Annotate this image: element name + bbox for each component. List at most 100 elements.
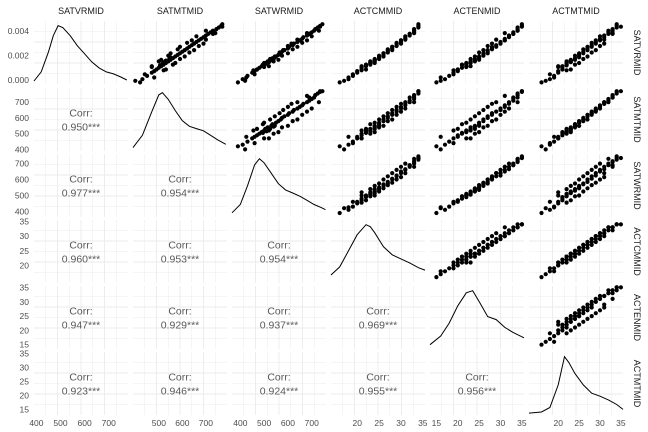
scatter-point xyxy=(468,260,473,265)
panel-actmtmid-actcmmid xyxy=(331,352,425,415)
scatter-point xyxy=(597,231,603,236)
scatter-point xyxy=(556,328,561,333)
scatter-point xyxy=(502,30,507,36)
scatter-point xyxy=(602,37,607,42)
scatter-point xyxy=(564,200,569,205)
scatter-point xyxy=(585,316,590,321)
scatter-point xyxy=(451,266,456,271)
scatter-point xyxy=(593,296,598,301)
y-tick-label: 0.000 xyxy=(8,75,30,85)
scatter-point xyxy=(243,147,248,152)
scatter-point xyxy=(581,119,586,124)
scatter-point xyxy=(597,308,603,313)
panel-satmtmid-satmtmid xyxy=(133,88,227,151)
scatter-point xyxy=(385,50,390,55)
scatter-point xyxy=(210,31,215,36)
scatter-point xyxy=(416,155,421,161)
scatter-point xyxy=(589,239,594,245)
scatter-point xyxy=(271,131,276,136)
scatter-point xyxy=(494,109,499,114)
scatter-point xyxy=(318,24,323,29)
scatter-satvrmid-vs-actmtmid xyxy=(539,22,624,85)
scatter-point xyxy=(477,120,482,125)
panel-actenmid-actcmmid xyxy=(331,286,425,349)
scatter-point xyxy=(377,120,382,125)
scatter-point xyxy=(556,199,561,204)
corr-label: Corr: xyxy=(168,306,191,318)
scatter-point xyxy=(300,40,305,45)
scatter-point xyxy=(568,254,573,259)
scatter-point xyxy=(220,24,225,29)
scatter-point xyxy=(451,141,456,146)
scatter-point xyxy=(494,117,499,122)
scatter-point xyxy=(506,34,512,39)
scatter-point xyxy=(447,204,452,209)
scatter-point xyxy=(394,177,399,182)
scatter-point xyxy=(597,296,603,301)
scatter-point xyxy=(398,38,404,43)
scatter-point xyxy=(552,139,557,144)
scatter-point xyxy=(381,177,386,182)
scatter-point xyxy=(610,228,615,233)
scatter-point xyxy=(589,305,594,310)
scatter-point xyxy=(506,164,512,169)
scatter-point xyxy=(602,302,607,307)
scatter-point xyxy=(459,130,465,135)
scatter-point xyxy=(177,44,183,49)
scatter-point xyxy=(552,269,557,274)
scatter-point xyxy=(304,109,310,114)
scatter-point xyxy=(568,57,573,62)
scatter-point xyxy=(498,112,503,117)
scatter-point xyxy=(252,72,257,77)
scatter-point xyxy=(602,293,607,299)
scatter-point xyxy=(290,47,295,52)
scatter-point xyxy=(610,296,615,301)
scatter-point xyxy=(618,89,624,94)
scatter-point xyxy=(398,41,404,46)
scatter-point xyxy=(455,126,460,131)
scatter-point xyxy=(539,342,544,347)
scatter-point xyxy=(363,126,369,131)
scatter-point xyxy=(451,263,456,268)
scatter-point xyxy=(585,117,590,122)
scatter-point xyxy=(281,48,286,53)
scatter-point xyxy=(304,38,310,43)
scatter-point xyxy=(593,164,598,169)
scatter-point xyxy=(485,104,490,109)
scatter-point xyxy=(519,89,525,94)
scatter-point xyxy=(252,141,257,146)
strip-label-right-actmtmid: ACTMTMID xyxy=(632,360,642,408)
x-tick-label: 30 xyxy=(496,418,506,428)
scatter-point xyxy=(442,142,448,147)
scatter-point xyxy=(602,305,607,310)
scatter-point xyxy=(268,56,273,62)
scatter-point xyxy=(438,78,443,83)
scatter-point xyxy=(140,77,145,82)
scatter-point xyxy=(564,254,569,259)
scatter-point xyxy=(502,225,507,230)
scatter-point xyxy=(602,33,607,38)
scatter-point xyxy=(416,89,421,94)
scatter-point xyxy=(455,133,460,138)
scatter-point xyxy=(451,128,456,133)
scatter-point xyxy=(307,31,312,36)
scatter-point xyxy=(251,68,256,73)
y-tick-label: 30 xyxy=(20,231,30,241)
scatter-point xyxy=(552,334,557,339)
scatter-point xyxy=(316,28,321,33)
scatter-point xyxy=(279,53,285,58)
scatter-point xyxy=(602,41,607,46)
panel-satwrmid-satvrmid xyxy=(34,154,128,217)
scatter-point xyxy=(543,339,548,344)
scatter-point xyxy=(610,225,615,230)
scatter-point xyxy=(240,142,245,147)
scatter-point xyxy=(196,43,201,49)
scatter-point xyxy=(602,231,607,236)
scatter-point xyxy=(481,107,486,113)
x-tick-label: 700 xyxy=(305,418,319,428)
density-curve-satvrmid xyxy=(33,25,128,82)
scatter-point xyxy=(359,193,364,198)
scatter-point xyxy=(539,80,544,85)
scatter-point xyxy=(585,186,590,191)
scatter-point xyxy=(502,38,507,43)
